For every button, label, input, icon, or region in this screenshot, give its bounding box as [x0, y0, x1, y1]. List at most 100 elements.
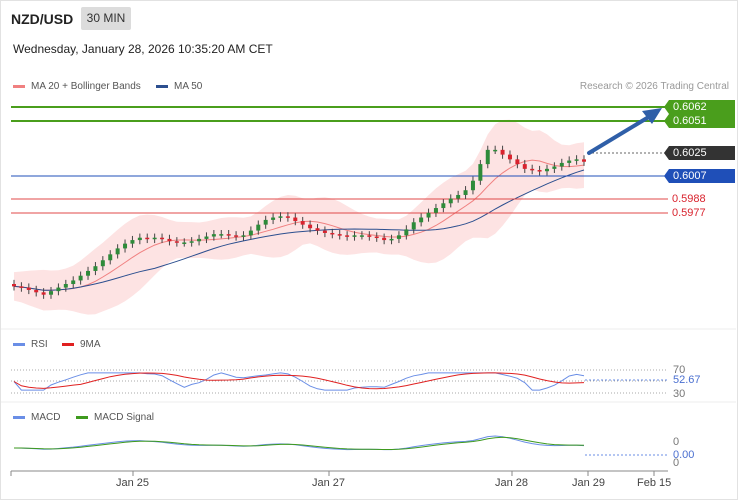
candle-body	[470, 180, 475, 191]
candle-body	[108, 254, 113, 261]
candle-body	[463, 190, 468, 195]
rsi-ma-swatch	[62, 342, 74, 346]
legend-ma50-label: MA 50	[174, 81, 203, 92]
candle-body	[123, 243, 128, 249]
x-axis-ticks	[10, 471, 655, 476]
candle-body	[182, 242, 187, 244]
candle-body	[197, 238, 202, 242]
candle-body	[256, 224, 261, 231]
symbol-title: NZD/USD	[11, 11, 74, 27]
candle-body	[433, 208, 438, 213]
candle-body	[582, 159, 586, 162]
candle-body	[115, 248, 120, 255]
candle-body	[137, 237, 142, 241]
candle-body	[167, 238, 172, 242]
candle-body	[248, 230, 253, 236]
label-r2: 0.6062	[673, 101, 707, 113]
candle-body	[219, 234, 224, 236]
tag-pivot	[664, 169, 735, 183]
candle-body	[12, 284, 16, 287]
candle-body	[26, 287, 31, 290]
candle-body	[559, 162, 564, 167]
candle-body	[241, 235, 246, 237]
candle-body	[41, 292, 46, 295]
timeframe-button[interactable]: 30 MIN	[81, 7, 131, 30]
candle-body	[300, 221, 305, 225]
candlestick-series	[12, 145, 586, 299]
label-pivot: 0.6007	[673, 170, 707, 182]
candle-body	[544, 168, 549, 172]
candle-body	[485, 149, 490, 165]
legend-rsi: RSI	[13, 339, 48, 350]
candle-body	[71, 280, 76, 285]
candle-body	[145, 237, 150, 240]
x-tick-label: Jan 27	[312, 477, 346, 489]
candle-body	[337, 234, 342, 236]
macd-signal-line	[14, 436, 585, 450]
legend-rsi-ma: 9MA	[62, 339, 101, 350]
candle-body	[322, 230, 327, 233]
candle-body	[204, 236, 209, 239]
candle-body	[330, 232, 335, 235]
candle-body	[567, 160, 572, 163]
candle-body	[100, 260, 105, 267]
candle-body	[56, 287, 61, 292]
credit-text: Research © 2026 Trading Central	[579, 81, 729, 92]
rsi-swatch	[13, 342, 25, 346]
candle-body	[34, 289, 39, 293]
tag-last	[664, 146, 735, 160]
candle-body	[263, 219, 268, 225]
rsi-lower-label: 30	[673, 388, 686, 400]
macd-swatch	[13, 415, 25, 419]
candle-body	[285, 216, 290, 218]
label-s2: 0.5977	[672, 207, 706, 219]
x-tick-label: Feb 15	[637, 477, 672, 489]
candle-body	[234, 235, 239, 237]
forecast-arrow-head	[642, 108, 662, 124]
candle-body	[189, 241, 194, 243]
candle-body	[456, 194, 461, 199]
label-r1: 0.6051	[673, 115, 707, 127]
ma20-line	[13, 159, 585, 291]
candle-body	[352, 235, 357, 237]
legend-macd-signal-label: MACD Signal	[94, 412, 155, 423]
candle-body	[211, 234, 216, 237]
macd-line	[13, 435, 585, 451]
legend-ma50: MA 50	[156, 81, 202, 92]
candle-body	[552, 166, 557, 169]
candle-body	[226, 234, 231, 236]
candle-body	[308, 224, 313, 229]
candle-body	[374, 236, 379, 239]
legend-ma20-label: MA 20 + Bollinger Bands	[31, 81, 141, 92]
candle-body	[515, 159, 520, 165]
rsi-upper-label: 70	[673, 364, 686, 376]
tag-r2	[664, 100, 735, 114]
candle-body	[367, 235, 372, 237]
candle-body	[530, 168, 535, 171]
candle-body	[271, 217, 276, 220]
legend-rsi-label: RSI	[31, 339, 48, 350]
legend-macd-signal: MACD Signal	[76, 412, 154, 423]
candle-body	[522, 164, 527, 169]
tag-r1	[664, 114, 735, 128]
candle-body	[441, 203, 446, 209]
legend-macd: MACD	[13, 412, 60, 423]
rsi-ma-line	[13, 372, 585, 390]
candle-body	[419, 217, 424, 223]
macd-zero-bottom-label: 0	[673, 457, 680, 469]
x-tick-label: Jan 25	[116, 477, 150, 489]
candle-body	[507, 154, 512, 160]
candle-body	[359, 235, 364, 237]
candle-body	[478, 164, 483, 181]
ma50-swatch	[156, 84, 168, 88]
candle-body	[293, 217, 298, 222]
candle-body	[426, 212, 431, 218]
candle-body	[152, 237, 157, 240]
candle-body	[93, 266, 98, 271]
x-tick-label: Jan 28	[495, 477, 529, 489]
candle-body	[382, 237, 387, 241]
label-last: 0.6025	[673, 147, 707, 159]
candle-body	[574, 159, 579, 161]
legend-rsi-ma-label: 9MA	[80, 339, 101, 350]
